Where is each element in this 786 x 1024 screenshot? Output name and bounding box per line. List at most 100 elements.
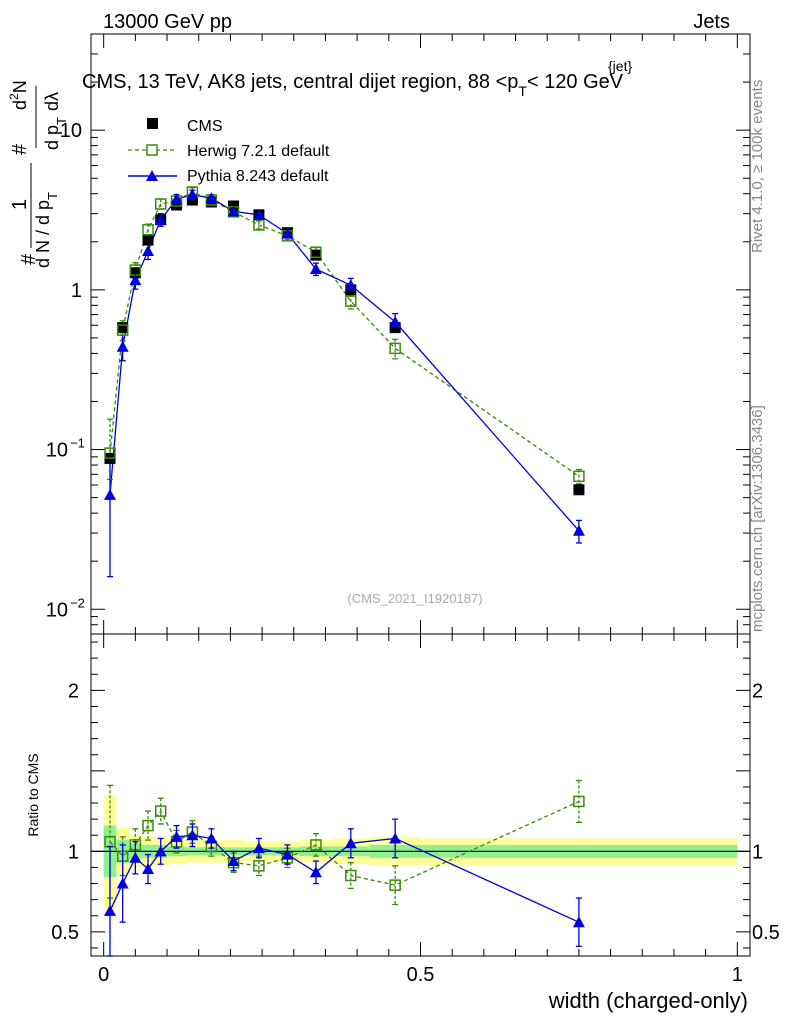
herwig-ratio-point <box>253 860 265 872</box>
cms-data-point <box>129 267 141 279</box>
ratio-tick-label-right: 2 <box>752 680 763 702</box>
pythia-data-point <box>154 213 167 225</box>
herwig-data-point <box>104 447 116 459</box>
pythia-ratio-point <box>142 863 155 875</box>
herwig-ratio-point <box>310 839 322 851</box>
herwig-data-point <box>310 246 322 258</box>
ylabel-sub: T <box>45 192 60 200</box>
pythia-ratio-point <box>116 877 129 889</box>
title-sub: T <box>518 83 527 99</box>
ratio-uncertainty-bands <box>91 795 750 908</box>
cms-data-point <box>142 234 154 246</box>
pythia-ratio-point <box>227 855 240 867</box>
pythia-data-point <box>227 205 240 217</box>
pythia-data-point <box>129 274 142 286</box>
ratio-y-label: Ratio to CMS <box>25 753 41 836</box>
y-tick-label: 10 <box>46 440 68 462</box>
herwig-data-point <box>573 470 585 483</box>
title-main: CMS, 13 TeV, AK8 jets, central dijet reg… <box>82 71 518 93</box>
ratio-tick-label-left: 2 <box>68 680 79 702</box>
title-sup: {jet} <box>608 58 632 74</box>
pythia-ratio-point <box>104 904 117 916</box>
herwig-ratio-point <box>154 805 167 817</box>
pythia-ratio-point <box>281 848 294 860</box>
y-tick-label: 10 <box>60 120 82 142</box>
herwig-ratio-point <box>573 795 585 808</box>
pythia-ratio-point <box>170 830 183 842</box>
herwig-data-point <box>154 198 167 210</box>
ratio-tick-label-right: 0.5 <box>752 922 780 944</box>
herwig-ratio-point <box>389 879 401 891</box>
ratio-tick-label-right: 1 <box>752 841 763 863</box>
svg-text:d2N: d2N <box>7 80 30 110</box>
ylabel-hash2: # <box>9 143 31 155</box>
pythia-data-point <box>344 279 357 291</box>
pythia-ratio-point <box>129 851 142 863</box>
ylabel-d2: d <box>10 100 30 110</box>
y-axis-label: # 1 d N / d pT # d2N d pTdλ <box>7 80 69 268</box>
legend-label-cms: CMS <box>187 118 223 135</box>
herwig-data-point <box>253 219 265 231</box>
pythia-ratio-point <box>154 845 167 857</box>
y-tick-exponent: −2 <box>70 595 85 610</box>
svg-text:d N / d pT: d N / d pT <box>33 192 60 268</box>
pythia-data-point <box>572 524 585 536</box>
pythia-ratio-point <box>252 842 265 854</box>
y-tick-exponent: −1 <box>70 436 85 451</box>
pythia-data-point <box>142 245 155 257</box>
x-tick-label: 1 <box>732 964 743 986</box>
cms-data-point <box>573 484 585 496</box>
pythia-data-point <box>170 193 183 205</box>
herwig-data-point <box>142 223 154 236</box>
pythia-ratio-point <box>572 916 585 928</box>
pythia-data-point <box>205 192 218 204</box>
pythia-data-point <box>104 488 117 500</box>
series-line-1 <box>109 191 580 477</box>
ratio-tick-label-left: 0.5 <box>51 922 79 944</box>
pythia-data-point <box>281 227 294 239</box>
svg-text:d pTdλ: d pTdλ <box>42 92 69 150</box>
y-tick-label: 1 <box>71 280 82 302</box>
legend-marker-herwig <box>146 144 158 156</box>
ratio-tick-label-left: 1 <box>68 841 79 863</box>
pythia-data-point <box>309 263 322 275</box>
ylabel-hash1: # <box>18 253 40 265</box>
ylabel-sub2: T <box>54 117 69 125</box>
legend-marker-cms <box>147 118 158 129</box>
pythia-data-point <box>186 188 199 200</box>
cms-data-point <box>171 199 183 211</box>
herwig-ratio-point <box>142 819 154 832</box>
pythia-ratio-point <box>205 832 218 844</box>
ylabel-sq: 2 <box>7 93 21 100</box>
analysis-watermark: (CMS_2021_I1920187) <box>347 591 482 606</box>
legend-label-herwig: Herwig 7.2.1 default <box>187 143 330 160</box>
cms-data-point <box>310 249 322 261</box>
pythia-data-point <box>389 315 402 327</box>
legend-marker-pythia <box>146 170 158 181</box>
cms-data-point <box>389 322 401 334</box>
cms-data-point <box>117 322 129 334</box>
pythia-ratio-point <box>309 866 322 878</box>
x-tick-label: 0.5 <box>407 964 435 986</box>
rivet-label: Rivet 4.1.0, ≥ 100k events <box>749 80 766 253</box>
legend: CMS Herwig 7.2.1 default Pythia 8.243 de… <box>128 118 330 185</box>
ratio-plot-frame <box>90 633 751 957</box>
pythia-ratio-point <box>344 837 357 849</box>
pythia-ratio-point <box>389 832 402 844</box>
herwig-data-point <box>389 342 401 355</box>
ylabel-dpT: d p <box>42 125 62 150</box>
herwig-ratio-point <box>345 869 357 882</box>
cms-data-point <box>186 194 198 206</box>
svg-text:CMS, 13 TeV, AK8 jets, central: CMS, 13 TeV, AK8 jets, central dijet reg… <box>82 71 624 99</box>
chart-title: CMS, 13 TeV, AK8 jets, central dijet reg… <box>82 58 632 99</box>
ylabel-N: N <box>10 80 30 93</box>
series-line-2 <box>109 193 580 532</box>
category-label: Jets <box>693 11 730 33</box>
ylabel-one: 1 <box>9 199 31 210</box>
title-tail: < 120 GeV <box>527 71 624 93</box>
ylabel-denom: d N / d p <box>33 200 53 268</box>
pythia-data-point <box>252 208 265 220</box>
pythia-ratio-point <box>186 829 199 841</box>
x-tick-label: 0 <box>98 964 109 986</box>
